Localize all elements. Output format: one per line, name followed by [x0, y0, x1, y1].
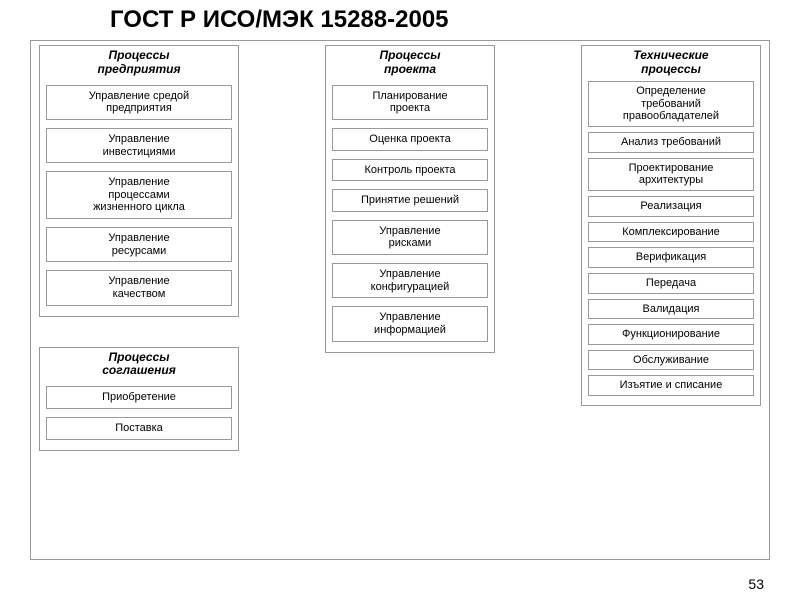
column-middle: Процессыпроекта Планированиепроекта Оцен…	[325, 45, 495, 353]
item-technical-7: Валидация	[588, 299, 754, 320]
item-technical-8: Функционирование	[588, 324, 754, 345]
item-project-3: Принятие решений	[332, 189, 488, 212]
group-enterprise: Процессыпредприятия Управление средойпре…	[39, 45, 239, 317]
page-title: ГОСТ Р ИСО/МЭК 15288-2005	[110, 6, 770, 34]
item-technical-1: Анализ требований	[588, 132, 754, 153]
column-left: Процессыпредприятия Управление средойпре…	[39, 45, 239, 451]
item-technical-0: Определениетребованийправообладателей	[588, 81, 754, 127]
item-technical-2: Проектированиеархитектуры	[588, 158, 754, 191]
page: ГОСТ Р ИСО/МЭК 15288-2005 Процессыпредпр…	[0, 0, 800, 600]
item-project-1: Оценка проекта	[332, 128, 488, 151]
group-agreement: Процессысоглашения Приобретение Поставка	[39, 347, 239, 451]
diagram-frame: Процессыпредприятия Управление средойпре…	[30, 40, 770, 560]
column-right: Техническиепроцессы Определениетребовани…	[581, 45, 761, 406]
group-enterprise-title: Процессыпредприятия	[97, 49, 180, 77]
item-project-2: Контроль проекта	[332, 159, 488, 182]
group-agreement-title: Процессысоглашения	[102, 351, 176, 379]
item-technical-6: Передача	[588, 273, 754, 294]
item-technical-5: Верификация	[588, 247, 754, 268]
item-project-4: Управлениерисками	[332, 220, 488, 255]
item-project-0: Планированиепроекта	[332, 85, 488, 120]
item-enterprise-0: Управление средойпредприятия	[46, 85, 232, 120]
item-technical-10: Изъятие и списание	[588, 375, 754, 396]
item-enterprise-3: Управлениересурсами	[46, 227, 232, 262]
group-technical: Техническиепроцессы Определениетребовани…	[581, 45, 761, 406]
item-agreement-0: Приобретение	[46, 386, 232, 409]
item-enterprise-4: Управлениекачеством	[46, 270, 232, 305]
page-number: 53	[748, 576, 764, 592]
item-project-6: Управлениеинформацией	[332, 306, 488, 341]
item-agreement-1: Поставка	[46, 417, 232, 440]
item-enterprise-2: Управлениепроцессамижизненного цикла	[46, 171, 232, 219]
group-project-title: Процессыпроекта	[379, 49, 440, 77]
item-technical-9: Обслуживание	[588, 350, 754, 371]
item-technical-4: Комплексирование	[588, 222, 754, 243]
item-project-5: Управлениеконфигурацией	[332, 263, 488, 298]
item-enterprise-1: Управлениеинвестициями	[46, 128, 232, 163]
group-technical-title: Техническиепроцессы	[633, 49, 708, 77]
item-technical-3: Реализация	[588, 196, 754, 217]
group-project: Процессыпроекта Планированиепроекта Оцен…	[325, 45, 495, 353]
